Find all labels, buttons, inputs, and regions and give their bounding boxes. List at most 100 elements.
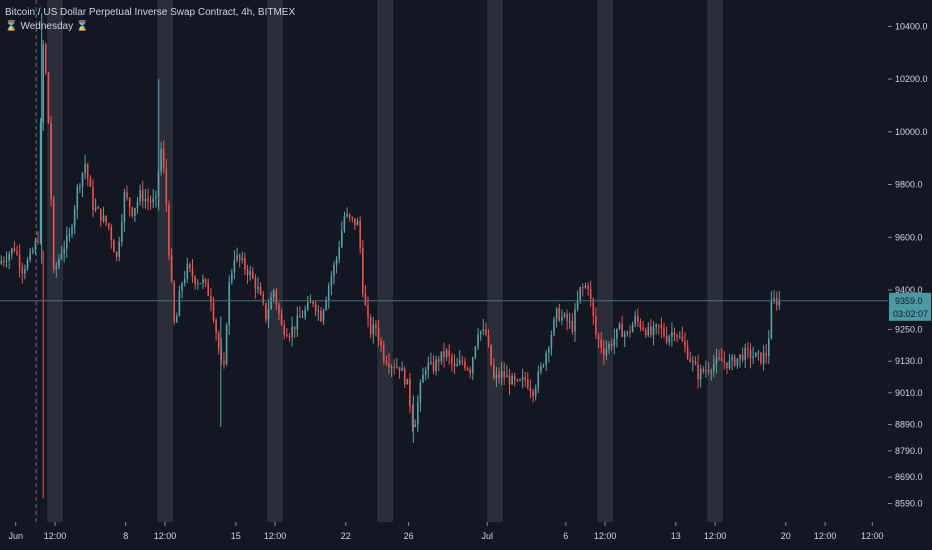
candle-body xyxy=(149,200,152,203)
candle-body xyxy=(257,287,259,289)
candle-body xyxy=(584,285,587,288)
candle-body xyxy=(762,353,765,364)
time-axis[interactable]: Jun 12:00 8 12:00 15 12:00 22 26 Jul 6 12:00 13 12:0… xyxy=(0,522,932,550)
candle-body xyxy=(126,192,128,198)
candle-body xyxy=(68,234,71,237)
candle-body xyxy=(233,259,236,273)
candle-body xyxy=(63,248,65,254)
candle-body xyxy=(689,358,691,362)
candle-body xyxy=(102,215,105,222)
candle-body xyxy=(398,366,401,371)
candle-body xyxy=(204,279,207,283)
session-bands xyxy=(47,0,723,522)
x-tick-label: 26 xyxy=(404,531,414,541)
candle-body xyxy=(186,264,189,279)
candle-body xyxy=(3,261,5,263)
candle-body xyxy=(613,338,616,347)
candle-body xyxy=(16,251,18,255)
candle-body xyxy=(168,204,170,256)
candle-body xyxy=(139,190,141,202)
candle-body xyxy=(128,197,131,208)
candle-body xyxy=(642,327,644,330)
candle-body xyxy=(252,271,254,279)
candle-body xyxy=(265,303,267,320)
candle-body xyxy=(238,254,241,260)
candle-body xyxy=(173,281,175,323)
candle-body xyxy=(45,44,47,73)
candle-body xyxy=(362,247,364,294)
candle-body xyxy=(147,198,149,201)
candle-body xyxy=(589,289,592,299)
candle-body xyxy=(498,374,500,378)
candle-body xyxy=(385,360,388,364)
price-axis[interactable]: 10400.010200.010000.09800.09600.09400.09… xyxy=(888,0,932,550)
candle-body xyxy=(500,371,503,378)
candle-body xyxy=(516,379,519,381)
candle-body xyxy=(574,309,576,332)
candle-body xyxy=(58,258,60,267)
candle-body xyxy=(713,364,715,372)
candle-body xyxy=(770,301,773,339)
candle-body xyxy=(524,377,526,380)
candle-body xyxy=(325,299,327,311)
candle-body xyxy=(197,283,199,285)
candle-body xyxy=(29,252,31,260)
candle-body xyxy=(160,148,162,172)
candle-body xyxy=(610,343,613,347)
candle-body xyxy=(121,222,123,242)
x-tick-label: 12:00 xyxy=(44,531,67,541)
candle-body xyxy=(110,226,113,241)
candle-body xyxy=(338,247,340,259)
candle-body xyxy=(71,227,73,235)
session-band-2 xyxy=(267,0,283,522)
candle-body xyxy=(107,223,110,227)
candle-body xyxy=(280,313,283,325)
candle-body xyxy=(558,308,560,321)
candle-body xyxy=(100,208,102,222)
candle-body xyxy=(542,364,545,366)
candle-body xyxy=(678,336,681,338)
candle-body xyxy=(443,351,445,358)
candle-body xyxy=(105,215,107,224)
candle-body xyxy=(322,310,325,322)
candle-body xyxy=(31,250,34,253)
candle-body xyxy=(461,360,464,362)
candle-body xyxy=(726,362,728,368)
candle-body xyxy=(474,346,477,358)
candle-body xyxy=(278,304,280,314)
candle-body xyxy=(320,310,322,322)
candle-body xyxy=(26,259,29,269)
x-tick-label: 20 xyxy=(781,531,791,541)
candle-body xyxy=(296,315,299,330)
bar-countdown: 03:02:07 xyxy=(893,309,928,319)
candle-body xyxy=(684,341,686,347)
candle-body xyxy=(401,368,403,371)
time-axis-background xyxy=(0,522,932,550)
candle-body xyxy=(537,371,540,388)
candle-body xyxy=(194,276,196,285)
y-tick-label: 9130.0 xyxy=(895,356,923,366)
candle-body xyxy=(382,345,385,361)
candle-body xyxy=(60,253,63,259)
x-tick-label: 15 xyxy=(231,531,241,541)
candle-body xyxy=(5,260,8,262)
y-tick-label: 9010.0 xyxy=(895,388,923,398)
candle-body xyxy=(134,208,136,216)
candle-body xyxy=(563,314,566,317)
candle-series xyxy=(0,13,781,499)
candle-body xyxy=(587,285,589,289)
candle-body xyxy=(231,272,233,282)
candle-body xyxy=(592,298,595,316)
candle-body xyxy=(451,356,453,364)
candle-body xyxy=(618,323,621,329)
candle-body xyxy=(775,297,778,305)
candle-body xyxy=(183,278,186,284)
y-tick-label: 9250.0 xyxy=(895,325,923,335)
candle-body xyxy=(354,218,356,226)
x-tick-label: Jun xyxy=(8,531,23,541)
candle-body xyxy=(597,334,600,340)
candle-body xyxy=(76,187,79,209)
candle-body xyxy=(466,368,469,370)
